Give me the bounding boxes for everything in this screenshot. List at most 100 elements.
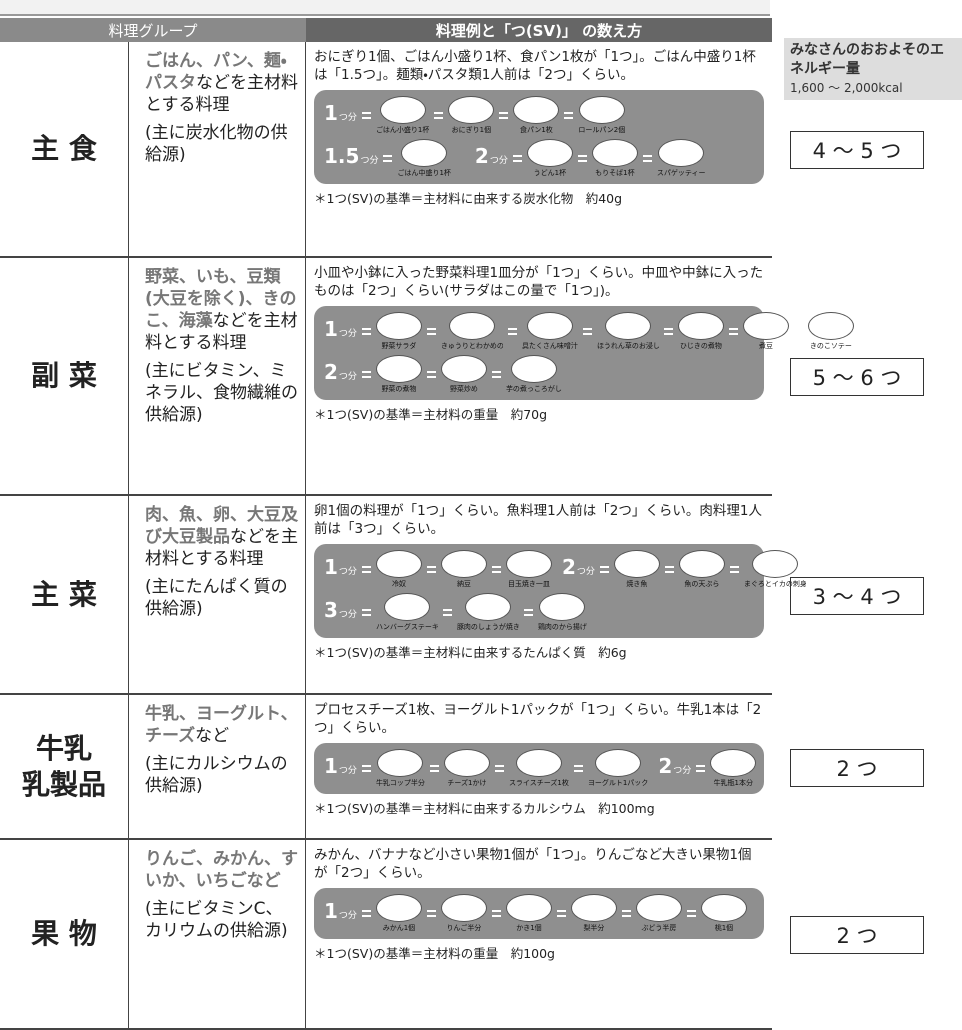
food-item: 豚肉のしょうが焼き — [457, 593, 519, 632]
food-item: ひじきの煮物 — [677, 312, 724, 351]
equals-sign — [491, 566, 501, 573]
equals-sign — [429, 765, 439, 772]
count-unit: つ分 — [338, 911, 357, 921]
examples: みかん、バナナなど小さい果物1個が「1つ」。りんごなど大きい果物1個が「2つ」く… — [306, 840, 772, 1028]
food-item: ハンバーグステーキ — [376, 593, 438, 632]
food-caption: 豚肉のしょうが焼き — [456, 623, 519, 631]
food-caption: 梨半分 — [583, 924, 605, 932]
food-caption: ごはん小盛り1杯 — [375, 126, 430, 134]
sv-criterion: ＊1つ(SV)の基準＝主材料に由来するたんぱく質 約6g — [314, 645, 627, 660]
illustration: 1つ分 冷奴 納豆 目玉焼き一皿 2つ分 焼き魚 魚の天ぷら まぐろとイカの刺身 3つ分 ハンバー… — [314, 544, 806, 638]
equals-sign — [507, 328, 517, 335]
examples: プロセスチーズ1枚、ヨーグルト1パックが「1つ」くらい。牛乳1本は「2つ」くらい… — [306, 695, 772, 838]
group-name: 果 物 — [31, 917, 97, 950]
food-item: きゅうりとわかめの酢の物 — [441, 312, 503, 351]
count-unit: つ分 — [489, 156, 508, 166]
nutrient-source: (主にカルシウムの供給源) — [145, 754, 288, 796]
equals-sign — [494, 765, 504, 772]
sv-criterion: ＊1つ(SV)の基準＝主材料の重量 約100g — [314, 946, 555, 961]
equals-sign — [512, 155, 522, 162]
serving-count: 2つ分 — [324, 362, 357, 386]
food-item: 冷奴 — [375, 550, 422, 589]
food-icon — [526, 312, 573, 340]
illustration-line: 1つ分 みかん1個 りんご半分 かき1個 梨半分 ぶどう半房 桃1個 — [324, 894, 754, 933]
food-item: ロールパン2個 — [578, 96, 625, 135]
food-caption: 煮豆 — [758, 342, 773, 350]
top-strip — [0, 0, 770, 16]
daily-amount: 3 ～ 4 つ — [790, 576, 924, 615]
food-icon — [539, 593, 586, 621]
food-caption: ぶどう半房 — [641, 924, 677, 932]
food-icon — [440, 550, 487, 578]
equals-sign — [426, 566, 436, 573]
food-item: 煮豆 — [742, 312, 789, 351]
group-materials: 肉、魚、卵、大豆及び大豆製品などを主材料とする料理 (主にたんぱく質の供給源) — [128, 496, 306, 693]
food-caption: スパゲッティー — [656, 169, 706, 177]
serving-count: 1.5つ分 — [324, 144, 378, 170]
materials-rest: などを主材料とする料理 — [145, 527, 298, 569]
food-caption: ヨーグルト1パック — [587, 779, 649, 787]
food-caption: 芋の煮っころがし — [505, 385, 562, 393]
equals-sign — [361, 609, 371, 616]
count-number: 2 — [561, 555, 576, 579]
food-item: 野菜サラダ — [375, 312, 422, 351]
count-number: 1 — [324, 555, 338, 579]
food-icon — [440, 355, 487, 383]
energy-title: みなさんのおおよそのエネルギー量 — [790, 42, 944, 77]
food-caption: 野菜の煮物 — [381, 385, 417, 393]
food-caption: 目玉焼き一皿 — [507, 580, 550, 588]
count-unit: つ分 — [338, 610, 357, 620]
count-unit: つ分 — [338, 329, 357, 339]
food-item: りんご半分 — [440, 894, 487, 933]
food-item: ごはん小盛り1杯 — [376, 96, 429, 135]
sv-criterion: ＊1つ(SV)の基準＝主材料に由来するカルシウム 約100mg — [314, 801, 655, 816]
energy-range: 1,600 ～ 2,000kcal — [790, 81, 903, 95]
materials-highlight: 野菜、いも、豆類(大豆を除く)、きのこ、海藻 — [145, 267, 297, 331]
equals-sign — [729, 566, 739, 573]
food-icon — [751, 550, 798, 578]
illustration-line: 1.5つ分 ごはん中盛り1杯 2つ分 うどん1杯 もりそば1杯 スパゲッティー — [324, 139, 754, 178]
food-icon — [443, 749, 490, 777]
count-unit: つ分 — [576, 567, 595, 577]
food-caption: かき1個 — [516, 924, 542, 932]
food-caption: 牛乳コップ半分 — [375, 779, 425, 787]
group-materials: りんご、みかん、すいか、いちごなど (主にビタミンC、カリウムの供給源) — [128, 840, 306, 1028]
equals-sign — [434, 112, 444, 119]
food-icon — [448, 312, 495, 340]
food-icon — [401, 139, 448, 167]
count-unit: つ分 — [338, 567, 357, 577]
food-item: 野菜の煮物 — [375, 355, 422, 394]
group-name: 牛乳 乳製品 — [21, 731, 106, 801]
materials-rest: など — [195, 726, 230, 746]
equals-sign — [599, 566, 609, 573]
equals-sign — [573, 765, 583, 772]
equals-sign — [499, 112, 509, 119]
equals-sign — [523, 609, 533, 616]
equals-sign — [793, 328, 803, 335]
equals-sign — [642, 155, 652, 162]
equals-sign — [361, 765, 371, 772]
food-item: 牛乳瓶1本分 — [710, 749, 757, 788]
food-caption: ハンバーグステーキ — [375, 623, 438, 631]
count-unit: つ分 — [338, 113, 357, 123]
equals-sign — [361, 910, 371, 917]
food-caption: チーズ1かけ — [447, 779, 487, 787]
food-item: 梨半分 — [570, 894, 617, 933]
illustration: 1つ分野菜サラダきゅうりとわかめの酢の物具たくさん味噌汁ほうれん草のお浸しひじき… — [314, 306, 854, 400]
serving-count: 1つ分 — [324, 901, 357, 925]
food-icon — [464, 593, 511, 621]
food-item: 桃1個 — [700, 894, 747, 933]
serving-count: 1つ分 — [324, 103, 357, 127]
food-caption: 具たくさん味噌汁 — [521, 342, 578, 350]
count-number: 1.5 — [324, 144, 360, 168]
food-item: 野菜炒め — [440, 355, 487, 394]
food-icon — [505, 550, 552, 578]
food-item: スライスチーズ1枚 — [509, 749, 569, 788]
food-caption: 野菜サラダ — [381, 342, 417, 350]
equals-sign — [361, 328, 371, 335]
daily-amount: 2 つ — [790, 748, 924, 787]
food-item: 目玉焼き一皿 — [505, 550, 552, 589]
nutrient-source: (主に炭水化物の供給源) — [145, 123, 288, 165]
food-item: 食パン1枚 — [513, 96, 560, 135]
